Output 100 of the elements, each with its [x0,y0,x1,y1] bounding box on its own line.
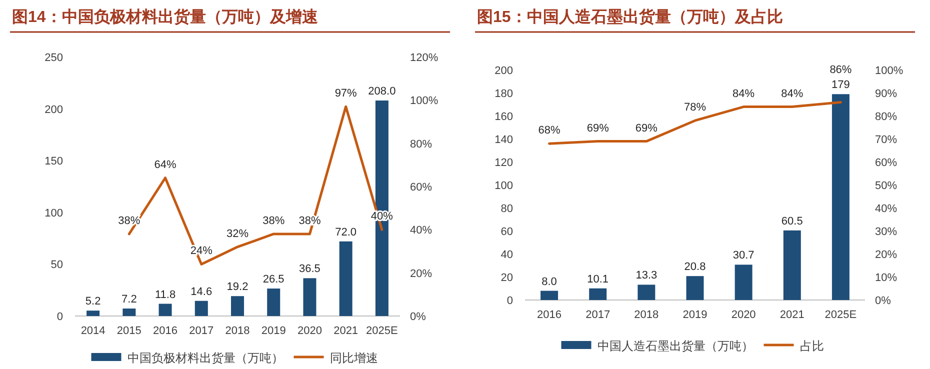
y2-tick-label: 50% [875,180,898,192]
y-tick-label: 0 [56,311,63,323]
y-tick-label: 60 [500,226,513,238]
y2-tick-label: 80% [875,111,898,123]
legend-label: 同比增速 [330,351,378,365]
y-tick-label: 180 [494,88,513,100]
y2-tick-label: 60% [875,157,898,169]
data-label: 10.1 [587,273,609,286]
bar [303,278,316,316]
data-label: 8.0 [542,276,557,288]
data-label: 30.7 [732,250,754,262]
y2-tick-label: 120% [410,52,438,64]
bar [122,308,136,316]
chart-title: 图14：中国负极材料出货量（万吨）及增速 [12,8,319,26]
bar [686,276,704,300]
bar [231,296,244,316]
data-label: 84% [732,88,755,100]
data-label: 36.5 [299,263,320,276]
y-tick-label: 160 [494,111,513,123]
data-label: 64% [154,158,176,171]
data-label: 97% [334,88,358,100]
legend-label: 占比 [800,339,824,353]
bar [194,300,208,316]
y2-tick-label: 90% [875,88,898,100]
data-label: 38% [262,214,285,227]
x-tick-label: 2015 [116,325,142,337]
y-tick-label: 100 [44,207,63,220]
y2-tick-label: 20% [410,268,432,280]
data-label: 11.8 [154,288,176,301]
bar [158,304,172,316]
data-label: 69% [586,122,610,134]
data-label: 40% [370,210,394,223]
x-tick-label: 2018 [634,309,659,321]
x-tick-label: 2017 [189,325,214,337]
data-label: 26.5 [262,274,284,286]
data-label: 68% [538,124,561,137]
x-tick-label: 2025E [824,309,857,321]
y2-tick-label: 70% [875,134,898,146]
bar [734,264,752,300]
x-tick-label: 2016 [537,309,562,321]
data-label: 208.0 [368,86,396,98]
y2-tick-label: 10% [875,272,898,284]
x-tick-label: 2018 [225,325,250,337]
x-tick-label: 2021 [780,309,804,321]
y2-tick-label: 80% [410,138,432,150]
y2-tick-label: 100% [410,95,438,108]
data-label: 84% [781,88,804,100]
x-tick-label: 2019 [682,309,708,321]
bar [339,241,352,316]
bar [832,94,850,300]
x-tick-label: 2025E [366,325,398,337]
y-tick-label: 140 [494,134,513,146]
y2-tick-label: 100% [875,65,904,77]
data-label: 20.8 [684,261,706,274]
y-tick-label: 120 [494,157,513,169]
y-tick-label: 40 [500,249,513,261]
y-tick-label: 150 [44,156,63,168]
data-label: 19.2 [226,281,248,294]
x-tick-label: 2020 [297,325,322,337]
y-tick-label: 20 [500,272,513,284]
y-tick-label: 250 [44,52,63,64]
x-tick-label: 2019 [261,325,286,337]
y2-tick-label: 0% [410,311,426,323]
y2-tick-label: 30% [875,226,898,238]
chart-title: 图15：中国人造石墨出货量（万吨）及占比 [477,8,783,26]
x-tick-label: 2014 [80,325,106,337]
x-tick-label: 2016 [153,325,178,337]
y-tick-label: 80 [500,203,513,215]
bar [86,310,100,316]
x-tick-label: 2017 [586,309,610,321]
legend-label: 中国负极材料出货量（万吨） [127,351,284,365]
y2-tick-label: 20% [875,249,898,261]
y2-tick-label: 40% [875,203,898,215]
bar [638,284,656,300]
data-label: 13.3 [636,270,658,282]
data-label: 86% [830,64,852,76]
y-tick-label: 200 [494,65,513,77]
data-label: 69% [635,122,658,134]
y-tick-label: 50 [50,259,63,272]
x-tick-label: 2021 [334,325,358,337]
data-label: 60.5 [781,215,803,228]
bar [589,288,607,300]
data-label: 32% [226,228,249,240]
data-label: 78% [684,102,706,114]
y2-tick-label: 40% [410,224,432,237]
data-label: 179 [832,79,850,92]
data-label: 14.6 [190,286,212,298]
y-tick-label: 0 [506,295,513,307]
bar [267,288,280,316]
data-label: 7.2 [122,294,137,306]
bar [540,290,558,300]
bar [783,230,801,300]
y-tick-label: 100 [494,180,513,192]
x-tick-label: 2020 [731,309,756,321]
y-tick-label: 200 [44,104,63,116]
y2-tick-label: 0% [875,295,892,307]
data-label: 72.0 [335,226,357,238]
legend-label: 中国人造石墨出货量（万吨） [597,339,754,353]
y2-tick-label: 60% [410,182,432,194]
data-label: 5.2 [85,296,101,308]
